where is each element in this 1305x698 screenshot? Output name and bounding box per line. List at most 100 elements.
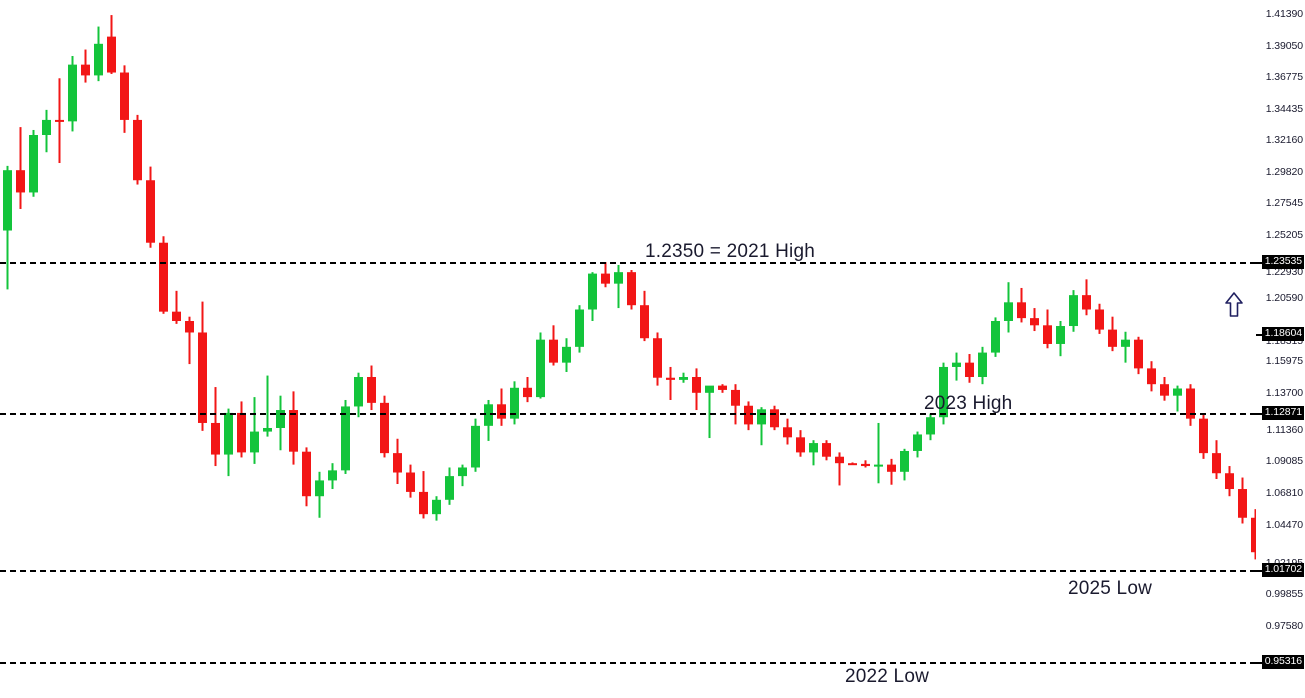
candle-wick xyxy=(877,422,880,484)
price-axis[interactable]: 1.41390 1.39050 1.36775 1.34435 1.32160 1.298… xyxy=(1256,0,1305,698)
candle-wick xyxy=(1124,331,1127,363)
candle-body-down xyxy=(861,463,870,467)
candle-body-down xyxy=(965,362,974,378)
candlestick-series xyxy=(3,15,1256,560)
candle-body-down xyxy=(1212,453,1221,474)
axis-tick-label: 1.41390 xyxy=(1265,8,1303,20)
candle-body-up xyxy=(991,320,1000,353)
candle-body-down xyxy=(731,389,740,406)
axis-tick-label: 1.27545 xyxy=(1265,197,1303,209)
candle-body-up xyxy=(952,362,961,367)
candle-body-down xyxy=(1043,325,1052,344)
axis-tick-label: 1.22930 xyxy=(1265,266,1303,278)
candle-body-down xyxy=(107,36,116,73)
candle-body-down xyxy=(692,377,701,393)
candle-body-down xyxy=(770,409,779,428)
chart-plot-area[interactable]: 1.2350 = 2021 High 2023 High 2025 Low 2022 … xyxy=(0,0,1256,698)
candle-body-up xyxy=(1173,388,1182,396)
candle-body-down xyxy=(1251,517,1256,553)
candle-body-down xyxy=(120,72,129,120)
axis-price-tag[interactable]: 1.01702 xyxy=(1261,563,1304,577)
candle-body-down xyxy=(718,385,727,390)
axis-tick-label: 1.36775 xyxy=(1265,71,1303,83)
axis-price-tag[interactable]: 1.23535 xyxy=(1261,255,1304,269)
candle-body-up xyxy=(458,467,467,477)
candle-body-down xyxy=(1095,309,1104,330)
candle-body-up xyxy=(1069,295,1078,327)
axis-tick-label: 1.09085 xyxy=(1265,455,1303,467)
candle-body-down xyxy=(1082,295,1091,310)
candle-body-down xyxy=(16,170,25,193)
2022-low-line[interactable] xyxy=(0,662,1256,664)
candle-body-up xyxy=(250,431,259,453)
axis-tag-connector xyxy=(1256,413,1262,415)
candle-body-down xyxy=(1108,329,1117,347)
candle-wick xyxy=(266,375,269,437)
candle-body-up xyxy=(926,417,935,435)
candle-body-up xyxy=(900,450,909,472)
candle-body-down xyxy=(835,456,844,464)
candle-wick xyxy=(253,397,256,464)
candle-wick xyxy=(669,366,672,400)
candle-body-down xyxy=(211,422,220,455)
candle-body-down xyxy=(523,387,532,398)
candle-body-down xyxy=(393,453,402,473)
candle-body-down xyxy=(601,273,610,284)
axis-price-tag[interactable]: 0.95316 xyxy=(1261,655,1304,669)
candle-body-up xyxy=(809,443,818,453)
candle-body-up xyxy=(445,476,454,500)
candle-body-up xyxy=(94,43,103,76)
candle-body-down xyxy=(848,463,857,466)
candle-body-up xyxy=(757,409,766,425)
candle-wick xyxy=(19,127,22,209)
candle-body-up xyxy=(874,464,883,467)
axis-price-tag[interactable]: 1.12871 xyxy=(1261,406,1304,420)
candle-body-up xyxy=(42,119,51,136)
candle-body-down xyxy=(653,338,662,378)
candle-body-down xyxy=(367,377,376,403)
candle-body-up xyxy=(3,170,12,231)
axis-tag-connector xyxy=(1256,570,1262,572)
arrow-up-icon[interactable] xyxy=(1224,292,1244,318)
candle-wick xyxy=(617,264,620,309)
candle-body-down xyxy=(1160,384,1169,396)
axis-tick-label: 1.20590 xyxy=(1265,292,1303,304)
candle-body-down xyxy=(1238,489,1247,518)
candle-body-down xyxy=(380,402,389,454)
axis-tick-label: 0.99855 xyxy=(1265,588,1303,600)
axis-tag-connector xyxy=(1256,662,1262,664)
candle-body-down xyxy=(1186,388,1195,419)
annotation-2025-low: 2025 Low xyxy=(1068,578,1153,599)
candle-wick xyxy=(1176,385,1179,412)
candle-body-up xyxy=(354,377,363,407)
2025-low-line[interactable] xyxy=(0,570,1256,572)
candle-body-down xyxy=(185,320,194,333)
candle-body-down xyxy=(1147,368,1156,385)
axis-tick-label: 1.32160 xyxy=(1265,134,1303,146)
candle-wick xyxy=(175,290,178,324)
candle-body-down xyxy=(640,305,649,339)
axis-tick-label: 1.29820 xyxy=(1265,166,1303,178)
candle-body-down xyxy=(198,332,207,423)
candle-body-up xyxy=(328,470,337,481)
candle-body-up xyxy=(705,385,714,393)
axis-tick-label: 1.25205 xyxy=(1265,229,1303,241)
candle-body-down xyxy=(783,427,792,438)
candle-body-down xyxy=(497,404,506,419)
candle-wick xyxy=(864,460,867,468)
axis-price-tag[interactable]: 1.18604 xyxy=(1261,327,1304,341)
candle-body-down xyxy=(1030,318,1039,326)
candle-body-down xyxy=(237,412,246,453)
2021-high-line[interactable] xyxy=(0,262,1256,264)
candle-body-up xyxy=(276,410,285,428)
candle-body-up xyxy=(29,135,38,193)
candle-body-down xyxy=(1225,473,1234,490)
axis-tick-label: 1.15975 xyxy=(1265,355,1303,367)
candle-body-up xyxy=(1004,302,1013,321)
candle-body-down xyxy=(289,410,298,452)
axis-tick-label: 1.34435 xyxy=(1265,103,1303,115)
candle-body-down xyxy=(796,437,805,453)
2023-high-line[interactable] xyxy=(0,413,1256,415)
candle-body-down xyxy=(887,464,896,472)
